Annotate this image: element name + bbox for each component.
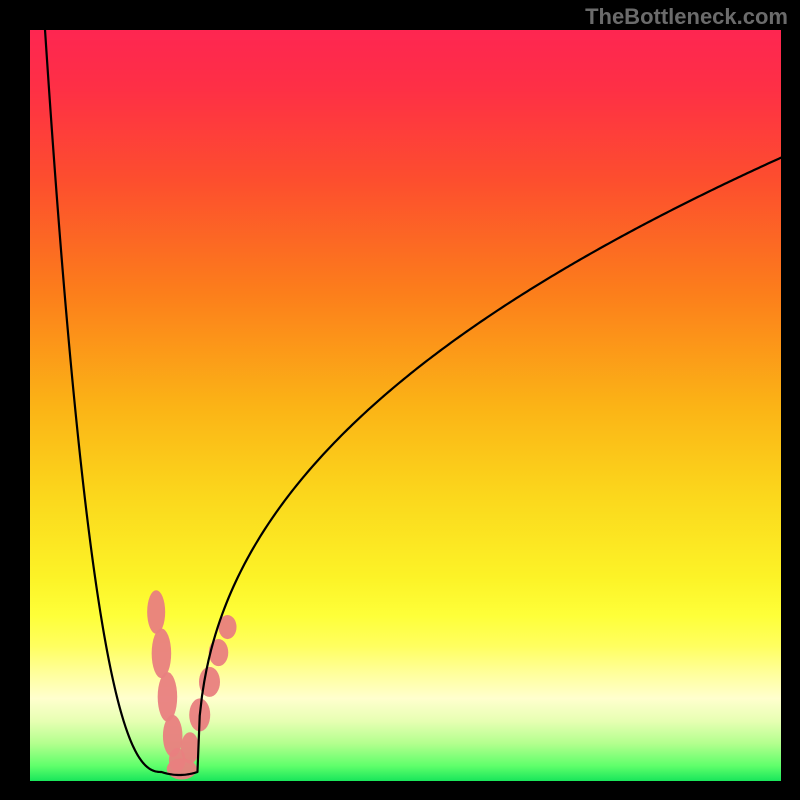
marker-blob: [152, 629, 172, 679]
marker-blob: [158, 672, 178, 722]
marker-blob: [209, 639, 229, 666]
chart-stage: TheBottleneck.com: [0, 0, 800, 800]
bottleneck-curve-plot: [0, 0, 800, 800]
marker-blob: [167, 758, 197, 779]
plot-background: [30, 30, 781, 781]
marker-blob: [147, 590, 165, 634]
